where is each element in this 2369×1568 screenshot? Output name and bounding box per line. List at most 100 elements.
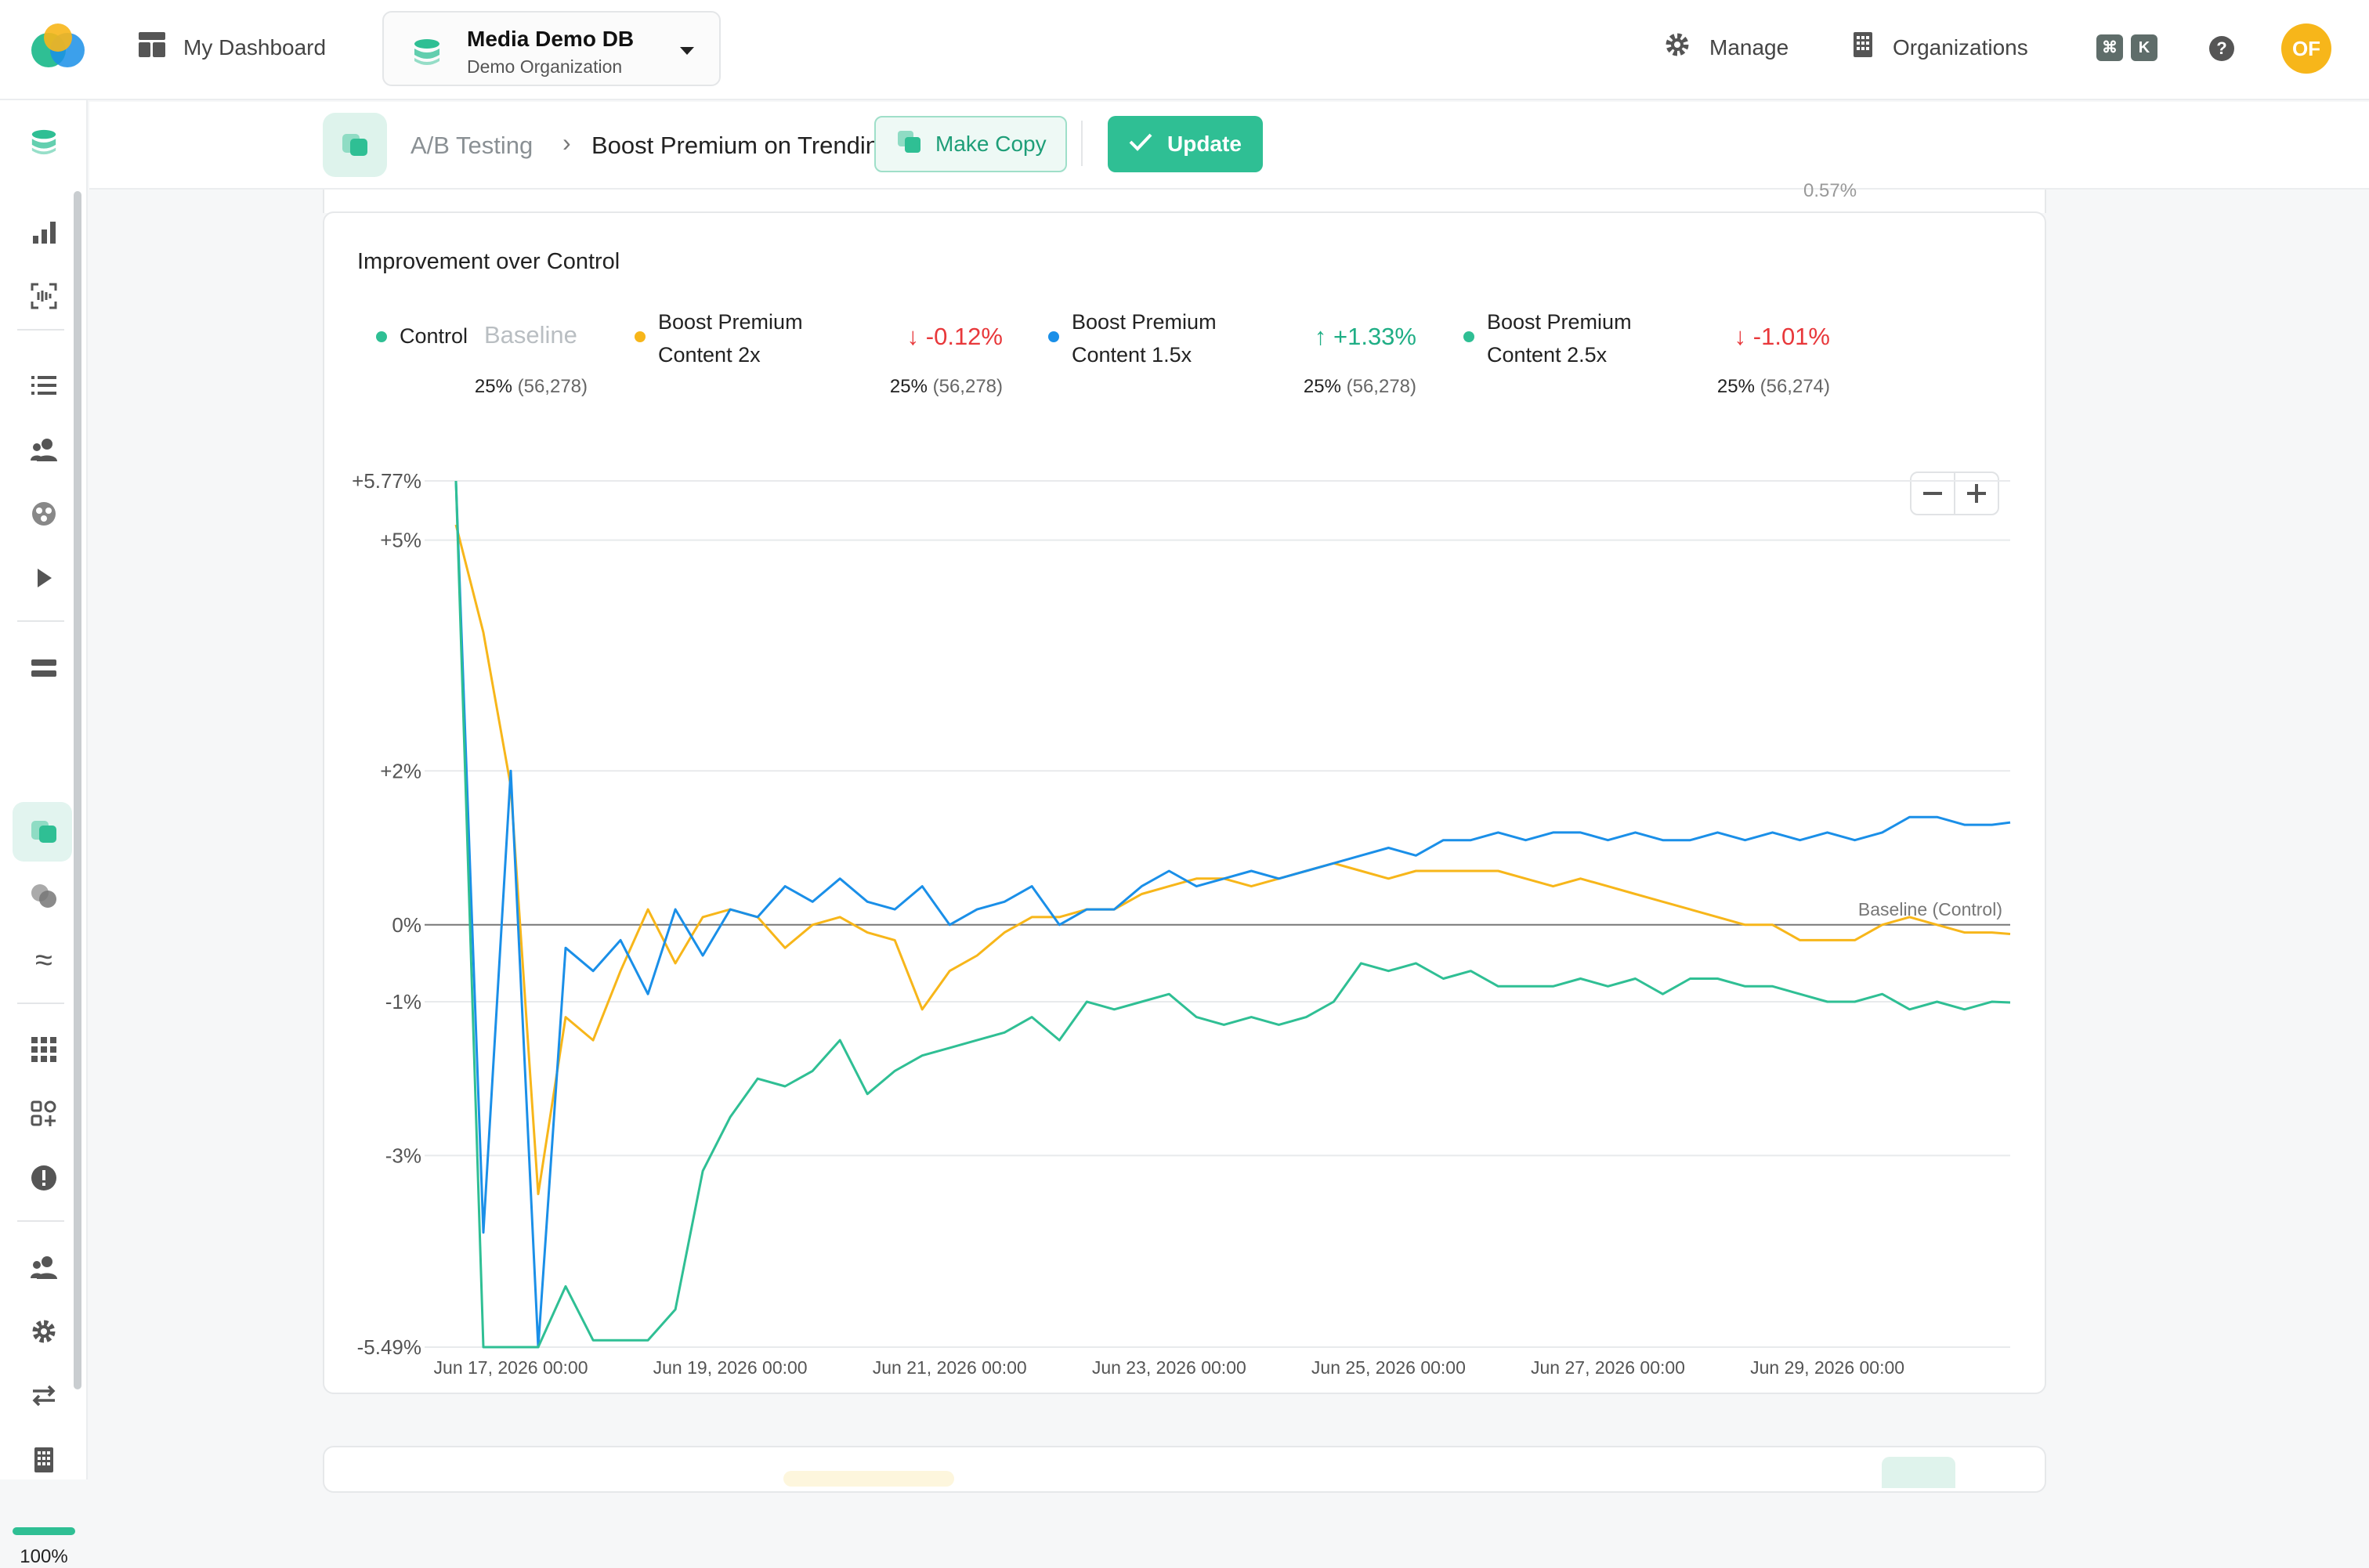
legend-share: 25% (56,278) [889, 376, 1003, 397]
arrow-down-icon: ↓ [1734, 323, 1747, 350]
user-avatar[interactable]: OF [2281, 23, 2331, 74]
x-tick-label: Jun 29, 2026 00:00 [1750, 1357, 1904, 1378]
chevron-right-icon: › [562, 128, 571, 157]
y-tick-label: +2% [380, 759, 421, 782]
update-button[interactable]: Update [1108, 116, 1263, 172]
sidebar-divider [17, 620, 64, 622]
check-icon [1128, 132, 1153, 157]
database-selector[interactable]: Media Demo DB Demo Organization [382, 11, 721, 86]
building-icon[interactable] [25, 1441, 63, 1479]
update-label: Update [1167, 132, 1242, 156]
organization-name: Demo Organization [467, 56, 623, 77]
scan-icon[interactable] [25, 277, 63, 315]
sidebar-scrollbar[interactable] [74, 191, 81, 1389]
x-tick-label: Jun 19, 2026 00:00 [653, 1357, 808, 1378]
database-icon[interactable] [25, 124, 63, 161]
shortcut-k-key[interactable]: K [2131, 34, 2157, 61]
breadcrumb-ab-testing[interactable]: A/B Testing [411, 132, 533, 159]
legend-share: 25% (56,278) [1303, 376, 1416, 397]
team-icon[interactable] [25, 1248, 63, 1286]
y-tick-label: -5.49% [357, 1335, 421, 1359]
card-title: Improvement over Control [357, 249, 620, 274]
zoom-in-icon[interactable] [1955, 473, 1998, 514]
arrow-down-icon: ↓ [906, 323, 920, 350]
alert-icon[interactable] [25, 1159, 63, 1197]
sidebar-divider [17, 1220, 64, 1222]
chevron-down-icon [680, 47, 694, 55]
legend-dot [635, 331, 646, 342]
make-copy-button[interactable]: Make Copy [874, 116, 1067, 172]
legend-name-line2: Content 2x [658, 343, 761, 367]
y-tick-label: +5.77% [352, 469, 421, 493]
sidebar: ≈ 100% [0, 100, 88, 1567]
x-tick-label: Jun 21, 2026 00:00 [873, 1357, 1027, 1378]
next-card-tab[interactable] [1882, 1457, 1955, 1488]
layers-icon[interactable] [25, 650, 63, 688]
users-icon[interactable] [25, 431, 63, 468]
series-line [454, 480, 2011, 1349]
x-tick-label: Jun 27, 2026 00:00 [1531, 1357, 1685, 1378]
apps-add-icon[interactable] [25, 1095, 63, 1133]
improvement-card: Improvement over Control Control Baselin… [323, 211, 2046, 1394]
legend-delta: ↓ -0.12% [906, 323, 1003, 350]
legend-dot [1048, 331, 1059, 342]
legend-share: 25% (56,274) [1716, 376, 1830, 397]
y-tick-label: +5% [380, 529, 421, 552]
previous-card-edge [323, 190, 2046, 213]
page-header: A/B Testing › Boost Premium on Trending … [89, 102, 2369, 190]
zoom-percentage: 100% [20, 1546, 68, 1567]
y-tick-label: -3% [385, 1143, 421, 1167]
legend-name: Boost Premium [658, 310, 803, 334]
top-bar: My Dashboard Media Demo DB Demo Organiza… [0, 0, 2369, 100]
legend-name-line2: Content 2.5x [1487, 343, 1608, 367]
approx-icon[interactable]: ≈ [35, 943, 52, 977]
gear-icon[interactable] [25, 1313, 63, 1350]
list-icon[interactable] [25, 367, 63, 404]
dots-icon[interactable] [25, 495, 63, 533]
nav-my-dashboard-label: My Dashboard [183, 34, 327, 60]
organizations-link[interactable]: Organizations [1852, 31, 2028, 63]
organizations-label: Organizations [1893, 34, 2028, 60]
nav-my-dashboard[interactable]: My Dashboard [138, 31, 326, 63]
legend-name-line2: Content 1.5x [1072, 343, 1192, 367]
x-tick-label: Jun 23, 2026 00:00 [1092, 1357, 1246, 1378]
zoom-out-icon[interactable] [1911, 473, 1955, 514]
x-tick-label: Jun 17, 2026 00:00 [434, 1357, 588, 1378]
help-icon[interactable]: ? [2209, 36, 2234, 61]
legend-delta: ↑ +1.33% [1314, 323, 1416, 350]
make-copy-label: Make Copy [935, 132, 1047, 156]
legend-delta: ↓ -1.01% [1734, 323, 1830, 350]
arrow-up-icon: ↑ [1314, 323, 1327, 350]
legend-name: Boost Premium [1072, 310, 1217, 334]
manage-label: Manage [1709, 34, 1789, 60]
gear-icon [1664, 31, 1691, 63]
legend-name: Control [400, 324, 468, 348]
dashboard-icon [138, 31, 166, 63]
legend-dot [376, 331, 387, 342]
next-card-edge [323, 1446, 2046, 1493]
y-tick-label: 0% [392, 913, 421, 937]
circles-icon[interactable] [25, 877, 63, 915]
series-line [454, 480, 2011, 1349]
ab-test-icon[interactable] [25, 813, 63, 851]
header-divider [1081, 121, 1083, 166]
previous-card-value: 0.57% [1803, 180, 1857, 201]
database-name: Media Demo DB [467, 27, 635, 51]
shortcut-cmd-key[interactable]: ⌘ [2096, 34, 2123, 61]
play-icon[interactable] [25, 559, 63, 597]
baseline-tag: Baseline [484, 321, 577, 349]
manage-link[interactable]: Manage [1664, 31, 1789, 63]
x-tick-label: Jun 25, 2026 00:00 [1311, 1357, 1466, 1378]
grid-icon[interactable] [25, 1031, 63, 1068]
bar-chart-icon[interactable] [25, 213, 63, 251]
database-icon [412, 38, 442, 71]
zoom-progress-bar [13, 1527, 75, 1535]
copy-icon [896, 129, 923, 160]
app-logo[interactable] [28, 23, 88, 70]
swap-icon[interactable] [25, 1377, 63, 1414]
legend-name: Boost Premium [1487, 310, 1632, 334]
series-line [454, 524, 2011, 1195]
building-icon [1852, 31, 1874, 63]
y-tick-label: -1% [385, 990, 421, 1013]
sidebar-divider [17, 329, 64, 331]
